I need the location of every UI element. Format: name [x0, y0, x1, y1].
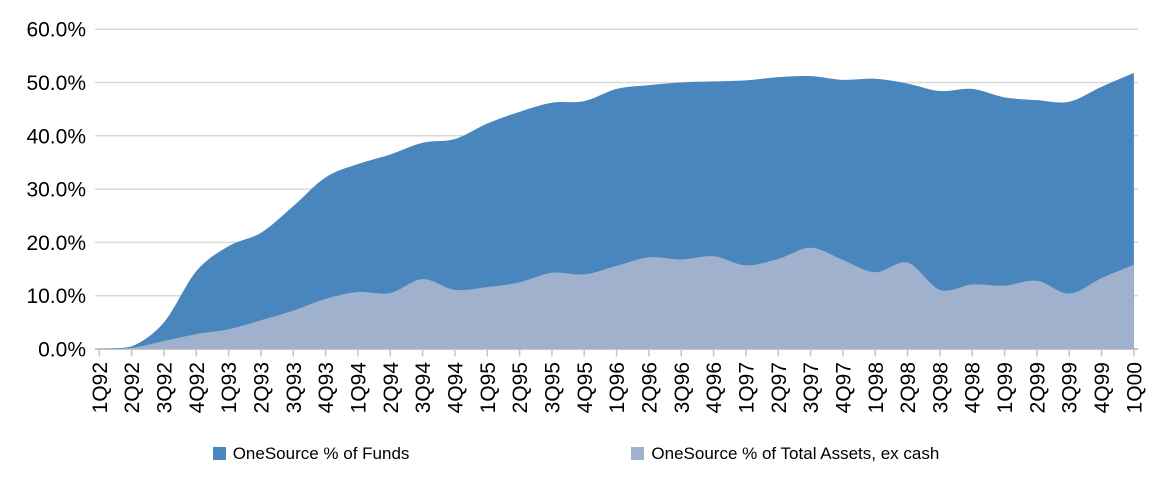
- x-axis-label: 3Q99: [1059, 362, 1082, 413]
- legend-swatch-assets-icon: [631, 446, 645, 460]
- x-axis-label: 3Q98: [929, 362, 952, 413]
- x-axis-label: 1Q98: [865, 362, 888, 413]
- x-axis-label: 3Q94: [412, 362, 435, 414]
- legend: OneSource % of Funds OneSource % of Tota…: [0, 441, 1152, 465]
- x-axis-label: 3Q95: [541, 362, 564, 413]
- x-axis-label: 4Q94: [444, 362, 467, 414]
- x-axis-label: 2Q92: [121, 362, 144, 413]
- x-axis-label: 2Q98: [897, 362, 920, 413]
- y-axis-label: 50.0%: [26, 72, 86, 95]
- x-axis-label: 3Q96: [671, 362, 694, 413]
- legend-swatch-funds-icon: [212, 446, 226, 460]
- legend-item-funds: OneSource % of Funds: [212, 444, 410, 463]
- x-axis-label: 1Q92: [89, 362, 112, 413]
- x-axis-label: 2Q97: [768, 362, 791, 413]
- x-axis-label: 1Q95: [477, 362, 500, 413]
- legend-label-funds: OneSource % of Funds: [232, 444, 410, 463]
- x-axis-label: 3Q93: [283, 362, 306, 413]
- x-axis-label: 1Q94: [347, 362, 370, 414]
- x-axis-label: 1Q99: [994, 362, 1017, 413]
- plot-area: 0.0% 10.0% 20.0% 30.0% 40.0% 50.0% 60.0% 1Q92 2Q…: [26, 19, 1146, 414]
- x-axis-label: 4Q99: [1091, 362, 1114, 413]
- x-axis-label: 2Q95: [509, 362, 532, 413]
- y-axis-label: 30.0%: [26, 179, 86, 202]
- x-axis-label: 1Q96: [606, 362, 629, 413]
- x-axis-label: 3Q97: [800, 362, 823, 413]
- x-axis-label: 4Q96: [703, 362, 726, 413]
- y-axis-label: 0.0%: [38, 339, 86, 362]
- x-axis-label: 4Q95: [574, 362, 597, 413]
- y-axis-label: 40.0%: [26, 125, 86, 148]
- x-axis-label: 4Q98: [962, 362, 985, 413]
- x-axis-label: 1Q93: [218, 362, 241, 413]
- x-axis-label: 2Q94: [380, 362, 403, 414]
- x-axis-label: 4Q97: [832, 362, 855, 413]
- x-axis-label: 2Q96: [638, 362, 661, 413]
- x-axis-label: 3Q92: [153, 362, 176, 413]
- x-axis-label: 1Q97: [735, 362, 758, 413]
- x-axis-label: 2Q93: [250, 362, 273, 413]
- x-axis-label: 2Q99: [1026, 362, 1049, 413]
- y-axis-label: 20.0%: [26, 232, 86, 255]
- x-axis-label: 4Q92: [186, 362, 209, 413]
- area-assets: [99, 247, 1134, 349]
- x-axis-label: 4Q93: [315, 362, 338, 413]
- x-axis-label: 1Q00: [1123, 362, 1146, 413]
- legend-item-assets: OneSource % of Total Assets, ex cash: [631, 444, 939, 462]
- y-axis-label: 60.0%: [26, 19, 86, 42]
- legend-label-assets: OneSource % of Total Assets, ex cash: [651, 444, 940, 463]
- y-axis-label: 10.0%: [26, 285, 86, 308]
